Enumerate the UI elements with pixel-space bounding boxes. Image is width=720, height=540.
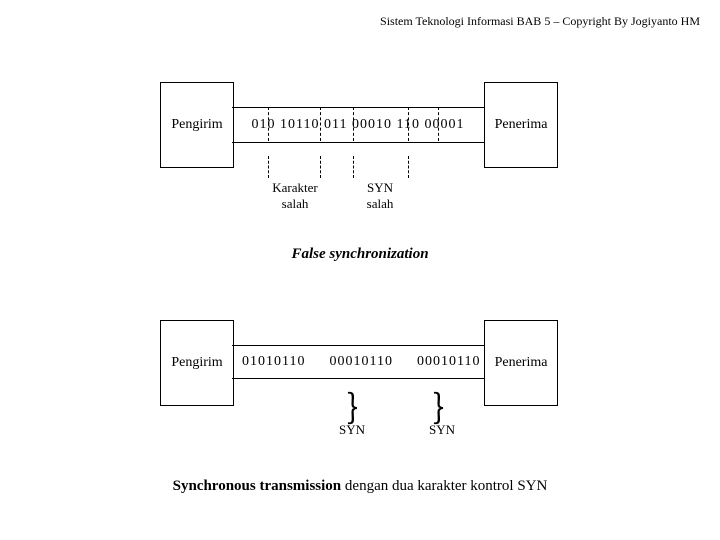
fig1-receiver-box: Penerima	[484, 82, 558, 168]
fig2-segments: 01010110 00010110 00010110	[242, 354, 480, 370]
fig1-label-syn-l1: SYN	[367, 180, 393, 195]
fig1-vdash-3	[353, 107, 354, 141]
fig2-synlabel-2: SYN	[422, 422, 462, 438]
fig2-receiver-box: Penerima	[484, 320, 558, 406]
fig1-call-1a	[268, 156, 269, 178]
fig1-sender-label: Pengirim	[171, 117, 222, 133]
fig1-label-syn: SYN salah	[350, 180, 410, 212]
fig1-bitstream-text: 010 10110 011 00010 110 00001	[252, 117, 465, 133]
fig2-receiver-label: Penerima	[495, 355, 548, 371]
fig1-label-karakter-l2: salah	[282, 196, 309, 211]
fig1-call-2a	[353, 156, 354, 178]
fig1-sender-box: Pengirim	[160, 82, 234, 168]
fig1-vdash-1	[268, 107, 269, 141]
fig1-label-karakter: Karakter salah	[260, 180, 330, 212]
fig1-receiver-label: Penerima	[495, 117, 548, 133]
fig1-label-karakter-l1: Karakter	[272, 180, 317, 195]
fig2-seg1: 01010110	[242, 354, 305, 370]
fig2-bitstream: 01010110 00010110 00010110	[232, 345, 484, 379]
fig2-sender-box: Pengirim	[160, 320, 234, 406]
fig1-call-2b	[408, 156, 409, 178]
fig2-seg2: 00010110	[329, 354, 392, 370]
fig1-label-syn-l2: salah	[367, 196, 394, 211]
fig2-caption-rest: dengan dua karakter kontrol SYN	[341, 478, 547, 494]
fig2-seg3: 00010110	[417, 354, 480, 370]
fig2-caption-bold: Synchronous transmission	[173, 478, 342, 494]
fig2-caption: Synchronous transmission dengan dua kara…	[0, 478, 720, 495]
fig2-synlabel-1: SYN	[332, 422, 372, 438]
fig1-vdash-5	[438, 107, 439, 141]
fig1-vdash-4	[408, 107, 409, 141]
page-header: Sistem Teknologi Informasi BAB 5 – Copyr…	[380, 14, 700, 29]
fig1-caption: False synchronization	[0, 246, 720, 263]
fig1-call-1b	[320, 156, 321, 178]
fig2-brace-2: ︷	[441, 391, 453, 425]
fig2-sender-label: Pengirim	[171, 355, 222, 371]
fig2-brace-1: ︷	[355, 391, 367, 425]
fig1-vdash-2	[320, 107, 321, 141]
fig1-bitstream: 010 10110 011 00010 110 00001	[232, 107, 484, 143]
